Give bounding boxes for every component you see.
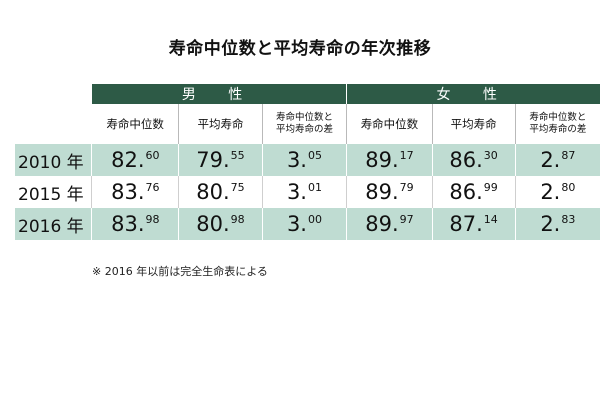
table-cell: 87.14 <box>431 208 516 240</box>
table-cell: 80.98 <box>178 208 263 240</box>
table-cell: 3.00 <box>261 208 347 240</box>
table-cell: 86.99 <box>431 176 516 208</box>
col-female-median: 寿命中位数 <box>346 104 432 144</box>
group-header-row: 男 性 女 性 <box>15 84 600 104</box>
row-year: 2015 年 <box>18 184 84 205</box>
table-cell: 89.79 <box>346 176 432 208</box>
col-female-diff: 寿命中位数と 平均寿命の差 <box>514 104 600 144</box>
table-cell: 80.75 <box>178 176 263 208</box>
life-expectancy-table: 男 性 女 性 寿命中位数 平均寿命 寿命中位数と 平均寿命の差 寿命中位数 平均… <box>15 84 600 240</box>
table-cell: 89.97 <box>346 208 432 240</box>
table-cell: 89.17 <box>346 144 432 176</box>
col-male-average: 平均寿命 <box>178 104 263 144</box>
table-cell: 82.60 <box>91 144 179 176</box>
table-row: 2015 年 83.76 80.75 3.01 89.79 86.99 2.80 <box>15 176 600 208</box>
table-cell: 79.55 <box>178 144 263 176</box>
table-cell: 3.01 <box>261 176 347 208</box>
group-male: 男 性 <box>91 84 347 104</box>
footnote: ※ 2016 年以前は完全生命表による <box>92 265 268 278</box>
table-cell: 2.80 <box>514 176 600 208</box>
table-cell: 86.30 <box>431 144 516 176</box>
table-row: 2010 年 82.60 79.55 3.05 89.17 86.30 2.87 <box>15 144 600 176</box>
col-male-median: 寿命中位数 <box>106 116 164 131</box>
corner-cell <box>15 84 92 104</box>
column-header-row: 寿命中位数 平均寿命 寿命中位数と 平均寿命の差 寿命中位数 平均寿命 寿命中位数… <box>15 104 600 144</box>
page-title: 寿命中位数と平均寿命の年次推移 <box>168 39 432 59</box>
table-row: 2016 年 83.98 80.98 3.00 89.97 87.14 2.83 <box>15 208 600 240</box>
table-cell: 83.76 <box>91 176 179 208</box>
table-cell: 2.83 <box>514 208 600 240</box>
table-cell: 3.05 <box>261 144 347 176</box>
row-year: 2010 年 <box>15 144 92 176</box>
table-cell: 2.87 <box>514 144 600 176</box>
group-female: 女 性 <box>346 84 600 104</box>
row-year: 2016 年 <box>15 208 92 240</box>
col-male-diff: 寿命中位数と 平均寿命の差 <box>261 104 347 144</box>
corner-cell <box>15 104 92 144</box>
col-female-average: 平均寿命 <box>431 104 516 144</box>
table-cell: 83.98 <box>91 208 179 240</box>
